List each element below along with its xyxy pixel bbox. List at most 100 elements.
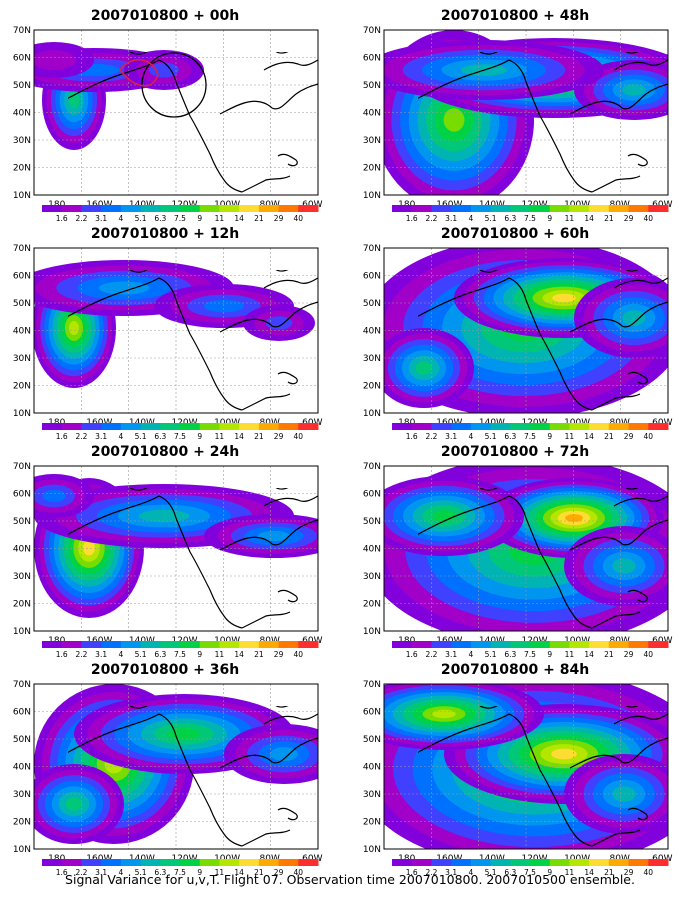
colorbar-swatch <box>199 205 220 212</box>
colorbar-label: 7.5 <box>524 868 536 877</box>
coastline-path <box>241 393 291 411</box>
coastline-path <box>241 611 291 629</box>
variance-field <box>384 466 668 631</box>
colorbar-swatch <box>199 423 220 430</box>
coastline-path <box>263 495 319 507</box>
lat-tick-label: 60N <box>13 490 31 500</box>
colorbar-swatch <box>180 859 201 866</box>
coastline-path <box>277 371 298 385</box>
colorbar-swatch <box>120 859 142 866</box>
colorbar-swatch <box>140 641 161 648</box>
panel-title: 2007010800 + 12h <box>90 226 240 242</box>
colorbar-swatch <box>278 423 299 430</box>
lat-tick-label: 70N <box>13 244 31 254</box>
colorbar-swatch <box>451 641 472 648</box>
colorbar-swatch <box>298 859 319 866</box>
colorbar-swatch <box>569 205 590 212</box>
colorbar-label: 11 <box>215 214 225 223</box>
colorbar: 1.6 2.2 3.1 4 5.1 6.3 7.5 9 11 14 21 29 40 <box>392 641 669 659</box>
plot-frame <box>33 465 319 632</box>
coastline-path <box>591 175 641 193</box>
colorbar-swatch <box>61 205 82 212</box>
coastline-path <box>418 59 593 193</box>
lat-tick-label: 20N <box>13 818 31 828</box>
coastline-path <box>263 713 319 725</box>
colorbar-swatch <box>140 859 161 866</box>
colorbar-label: 6.3 <box>154 432 166 441</box>
graticule <box>384 248 668 413</box>
map-panel-24h: 2007010800 + 24h 70N60N50N40N30N20N10N18… <box>0 444 330 662</box>
colorbar-swatch <box>258 641 280 648</box>
contour-fill <box>98 281 150 295</box>
colorbar-swatch <box>199 641 220 648</box>
coastline-path <box>129 488 148 491</box>
colorbar-label: 7.5 <box>524 214 536 223</box>
colorbar-swatch <box>392 641 413 648</box>
colorbar-swatch <box>101 205 122 212</box>
coastline-path <box>479 270 498 273</box>
colorbar-label: 5.1 <box>485 432 497 441</box>
contour-fill <box>167 728 201 740</box>
colorbar-swatch <box>298 423 319 430</box>
lat-tick-label: 20N <box>363 164 381 174</box>
lat-tick-label: 20N <box>13 600 31 610</box>
colorbar-swatch <box>608 641 630 648</box>
colorbar-label: 4 <box>118 214 123 223</box>
colorbar-swatch <box>140 205 161 212</box>
coastline-path <box>219 737 319 769</box>
colorbar-swatch <box>42 205 63 212</box>
lat-tick-label: 30N <box>363 136 381 146</box>
colorbar-label: 2.2 <box>75 214 87 223</box>
colorbar: 1.6 2.2 3.1 4 5.1 6.3 7.5 9 11 14 21 29 40 <box>392 423 669 441</box>
contour-fill <box>622 84 646 96</box>
colorbar-label: 29 <box>274 868 284 877</box>
lat-tick-label: 30N <box>363 572 381 582</box>
colorbar-label: 9 <box>197 214 202 223</box>
panel-title: 2007010800 + 24h <box>90 444 240 460</box>
colorbar-label: 2.2 <box>75 650 87 659</box>
lat-tick-label: 50N <box>363 735 381 745</box>
colorbar-swatch <box>199 859 220 866</box>
map-panel-72h: 2007010800 + 72h 70N60N50N40N30N20N10N18… <box>350 444 680 662</box>
coastline-path <box>263 277 319 289</box>
colorbar-swatch <box>219 641 240 648</box>
colorbar-swatch <box>510 205 531 212</box>
map-panel-60h: 2007010800 + 60h 70N60N50N40N30N20N10N18… <box>350 226 680 444</box>
colorbar-swatch <box>81 205 102 212</box>
coastline-path <box>591 829 641 847</box>
colorbar-label: 3.1 <box>445 650 457 659</box>
colorbar-label: 29 <box>274 214 284 223</box>
colorbar-label: 1.6 <box>56 214 68 223</box>
lat-tick-label: 70N <box>363 680 381 690</box>
colorbar-label: 7.5 <box>174 432 186 441</box>
colorbar-swatch <box>411 205 432 212</box>
colorbar-label: 5.1 <box>485 650 497 659</box>
colorbar-label: 40 <box>294 214 304 223</box>
flight-track-segment <box>119 58 159 87</box>
coastline-path <box>613 495 669 507</box>
colorbar-label: 3.1 <box>445 868 457 877</box>
lat-tick-label: 60N <box>13 54 31 64</box>
colorbar-swatch <box>530 641 551 648</box>
colorbar-swatch <box>549 205 570 212</box>
colorbar-label: 14 <box>584 432 594 441</box>
colorbar-swatch <box>278 859 299 866</box>
lat-tick-label: 70N <box>363 244 381 254</box>
colorbar-label: 2.2 <box>425 432 437 441</box>
colorbar-swatch <box>180 423 201 430</box>
colorbar-swatch <box>392 205 413 212</box>
lat-tick-label: 60N <box>13 272 31 282</box>
coastline-path <box>418 277 593 411</box>
variance-field <box>34 474 318 618</box>
lat-tick-label: 20N <box>363 382 381 392</box>
colorbar-swatch <box>530 859 551 866</box>
colorbar-swatch <box>569 859 590 866</box>
coastline-path <box>591 611 641 629</box>
coastline-path <box>129 270 148 273</box>
colorbar-label: 29 <box>624 432 634 441</box>
colorbar-label: 11 <box>565 650 575 659</box>
colorbar-swatch <box>510 641 531 648</box>
coastline-path <box>241 829 291 847</box>
variance-map: 70N60N50N40N30N20N10N180160W140W120W100W… <box>363 244 673 441</box>
lat-tick-label: 50N <box>363 517 381 527</box>
